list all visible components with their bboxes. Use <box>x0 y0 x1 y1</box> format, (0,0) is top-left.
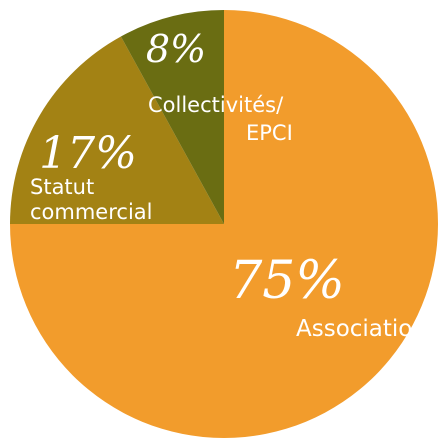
slice-label-statut-line-1: Statut <box>30 175 94 199</box>
slice-label-statut-line-2: commercial <box>30 200 152 224</box>
slice-label-associations-line-1: Associations <box>296 316 439 342</box>
pie-slice-collectivites <box>120 10 224 224</box>
data-label-percent-collectivites: 8% <box>146 27 206 71</box>
slice-label-collectivites-line-2: EPCI <box>246 121 293 145</box>
data-label-percent-associations: 75% <box>229 251 345 311</box>
slice-label-collectivites-line-1: Collectivités/ <box>148 93 284 117</box>
pie-slice-statut <box>10 36 224 224</box>
data-label-percent-statut: 17% <box>39 128 137 179</box>
slices-layer <box>10 10 438 438</box>
